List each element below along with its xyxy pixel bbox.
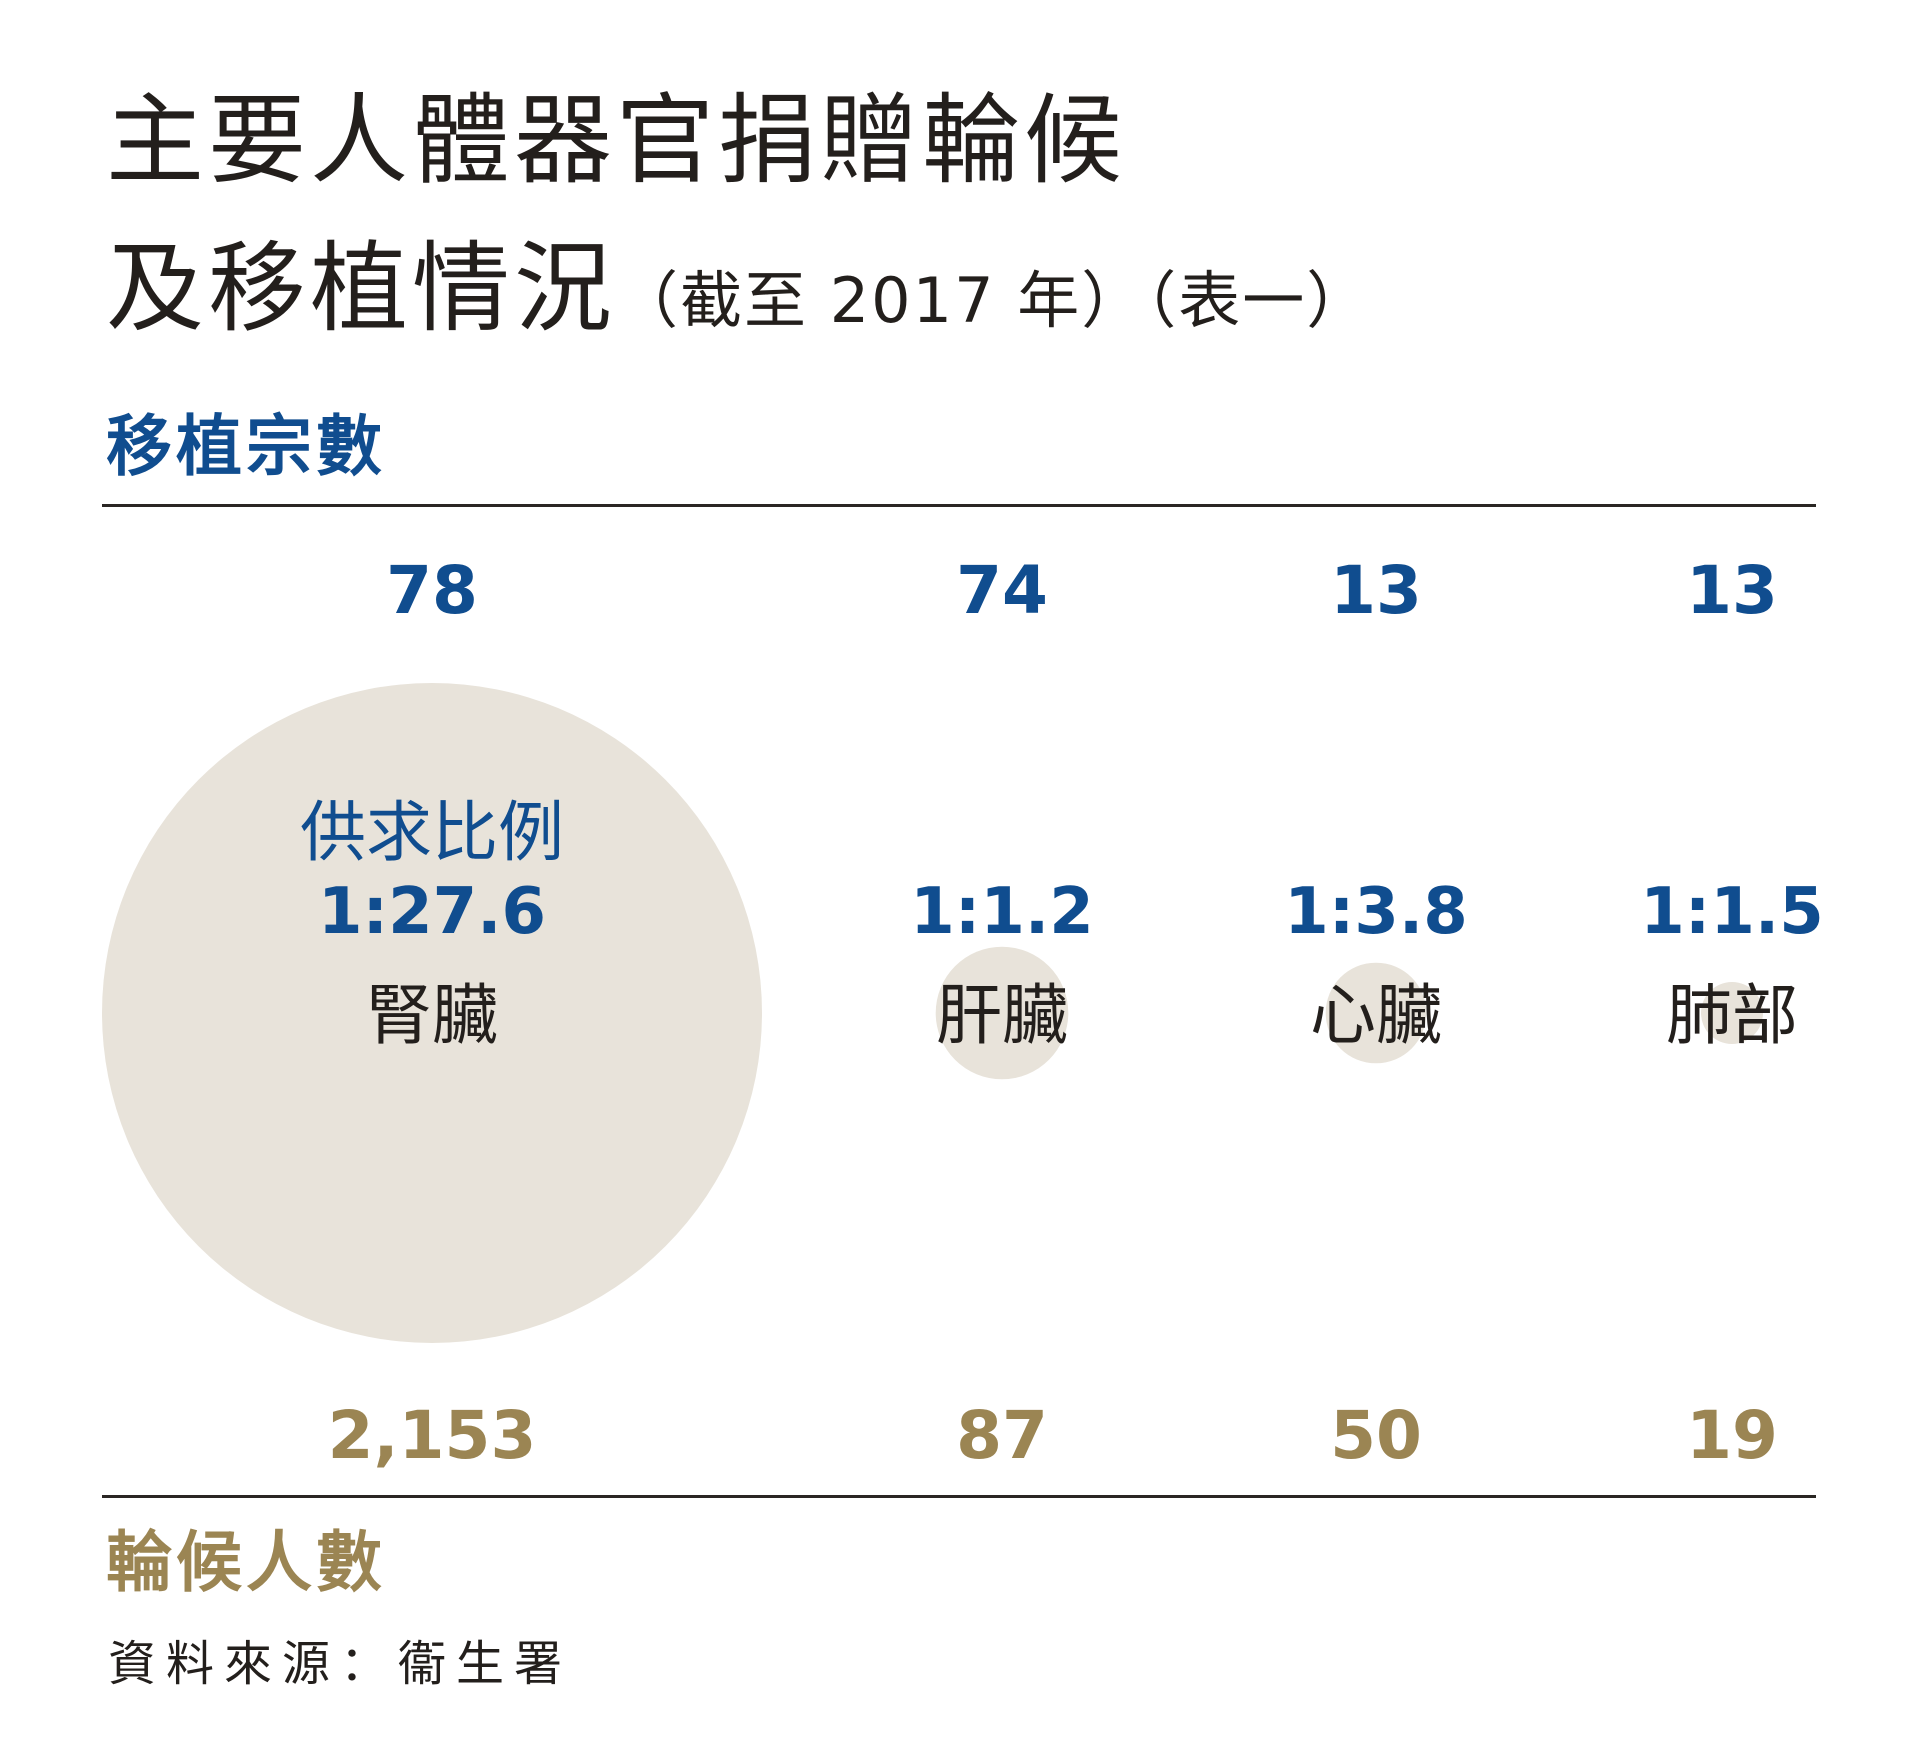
waiting-value-4: 19 xyxy=(1686,1397,1778,1474)
ratio-label-1: 1:27.6 xyxy=(318,875,546,949)
waiting-value-3: 50 xyxy=(1330,1397,1422,1474)
bubble-3 xyxy=(1325,962,1427,1064)
organ-label-4: 肺部 xyxy=(1666,977,1798,1054)
transplant-value-4: 13 xyxy=(1686,552,1778,629)
chart-title-main: 及移植情況 xyxy=(106,232,617,346)
top-divider xyxy=(102,504,1816,507)
ratio-heading: 供求比例 xyxy=(300,794,564,871)
transplant-value-2: 74 xyxy=(956,552,1048,629)
bubble-2 xyxy=(935,946,1069,1080)
transplant-value-1: 78 xyxy=(386,552,478,629)
bottom-divider xyxy=(102,1495,1816,1498)
chart-title-note: （截至 2017 年）（表一） xyxy=(616,264,1371,337)
waiting-value-2: 87 xyxy=(956,1397,1048,1474)
ratio-label-4: 1:1.5 xyxy=(1640,875,1824,949)
waiting-value-1: 2,153 xyxy=(328,1397,537,1474)
chart-title-line-1: 主要人體器官捐贈輪候 xyxy=(106,84,1127,198)
ratio-label-3: 1:3.8 xyxy=(1284,875,1468,949)
organ-label-1: 腎臟 xyxy=(366,977,498,1054)
transplant-value-3: 13 xyxy=(1330,552,1422,629)
transplant-count-label: 移植宗數 xyxy=(106,408,386,485)
bubble-1 xyxy=(102,683,762,1343)
organ-label-3: 心臟 xyxy=(1310,977,1442,1054)
waiting-count-label: 輪候人數 xyxy=(106,1524,386,1601)
organ-label-2: 肝臟 xyxy=(936,977,1068,1054)
chart-title-line-2: 及移植情況（截至 2017 年）（表一） xyxy=(106,240,1370,338)
source-note: 資料來源：衞生署 xyxy=(108,1636,573,1692)
bubble-4 xyxy=(1701,982,1763,1044)
ratio-label-2: 1:1.2 xyxy=(910,875,1094,949)
